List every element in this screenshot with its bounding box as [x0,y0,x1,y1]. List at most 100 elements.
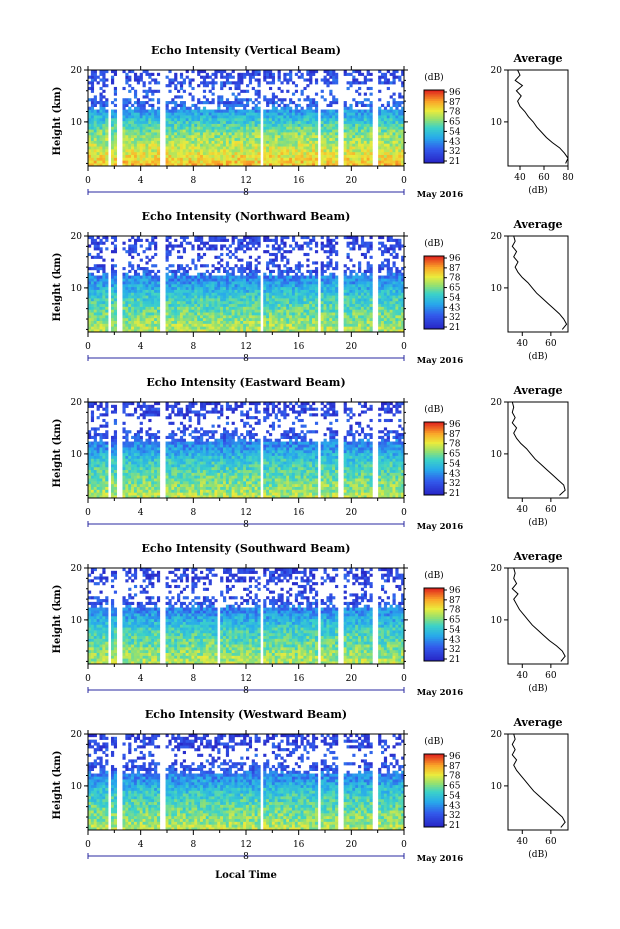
heatmap-cell [217,326,221,330]
heatmap-cell [343,323,347,327]
heatmap-cell [214,236,218,240]
heatmap-cell [128,238,132,242]
heatmap-cell [174,272,178,276]
heatmap-cell [225,101,230,105]
heatmap-cell [343,115,347,119]
heatmap-cell [363,98,367,102]
heatmap-cell [240,160,244,164]
heatmap-cell [142,278,146,282]
heatmap-cell [220,329,224,333]
heatmap-cell [223,244,227,248]
heatmap-cell [314,295,319,299]
heatmap-cell [96,132,100,136]
heatmap-cell [254,70,258,74]
heatmap-cell [151,112,155,116]
heatmap-cell [151,134,155,139]
heatmap-cell [145,163,149,167]
heatmap-cell [369,72,373,76]
heatmap-cell [251,75,255,79]
colorbar-segment [424,155,444,158]
heatmap-cell [194,123,198,127]
heatmap-cell [395,143,399,147]
heatmap-cell [306,317,310,321]
heatmap-cell [303,132,307,136]
heatmap-cell [343,157,347,161]
heatmap-cell [179,126,184,130]
heatmap-cell [88,244,92,248]
heatmap-cell [197,134,201,139]
heatmap-cell [217,140,221,144]
heatmap-cell [237,157,241,161]
heatmap-cell [165,272,169,276]
heatmap-cell [231,309,235,313]
heatmap-cell [314,151,319,155]
heatmap-cell [211,289,215,293]
heatmap-cell [231,123,235,127]
heatmap-cell [266,134,270,139]
heatmap-cell [148,149,152,153]
heatmap-cell [234,309,238,313]
heatmap-cell [225,317,230,321]
heatmap-cell [378,129,382,133]
heatmap-cell [280,143,284,147]
heatmap-cell [263,320,267,324]
heatmap-cell [271,300,276,305]
heatmap-cell [156,149,161,153]
heatmap-cell [197,160,201,164]
heatmap-cell [197,286,201,290]
heatmap-cell [378,89,382,93]
heatmap-cell [174,126,178,130]
heatmap-cell [251,272,255,276]
heatmap-cell [217,123,221,127]
heatmap-cell [223,70,227,74]
heatmap-cell [360,303,365,307]
heatmap-cell [283,115,287,119]
heatmap-cell [128,118,132,122]
heatmap-cell [349,151,353,155]
heatmap-cell [131,278,135,282]
heatmap-cell [306,70,310,74]
heatmap-cell [177,315,181,319]
heatmap-cell [329,300,333,305]
heatmap-cell [266,151,270,155]
heatmap-cell [277,72,281,76]
heatmap-cell [156,132,161,136]
heatmap-cell [257,78,261,82]
heatmap-cell [240,281,244,285]
heatmap-cell [243,238,247,242]
heatmap-cell [257,157,261,161]
heatmap-cell [352,289,356,293]
heatmap-cell [300,323,304,327]
heatmap-cell [280,312,284,316]
heatmap-cell [156,101,161,105]
heatmap-cell [105,289,109,293]
heatmap-cell [133,92,138,96]
heatmap-cell [185,315,189,319]
heatmap-cell [202,163,207,167]
heatmap-cell [280,281,284,285]
heatmap-cell [188,317,192,321]
heatmap-cell [182,286,186,290]
heatmap-cell [274,154,278,158]
heatmap-cell [177,281,181,285]
y-axis-label: Height (km) [52,87,63,156]
heatmap-cell [289,120,293,124]
heatmap-cell [378,109,382,113]
heatmap-cell [389,132,393,136]
heatmap-cell [99,163,103,167]
heatmap-cell [309,149,313,153]
heatmap-cell [88,109,92,113]
colorbar-segment [424,115,444,118]
heatmap-cell [88,160,92,164]
heatmap-cell [291,315,296,319]
heatmap-cell [105,236,109,240]
heatmap-cell [291,306,296,310]
heatmap-cell [329,241,333,245]
heatmap-cell [349,143,353,147]
heatmap-cell [312,275,316,279]
heatmap-cell [223,146,227,150]
heatmap-cell [136,98,141,102]
heatmap-cell [208,112,212,116]
heatmap-cell [268,75,273,79]
heatmap-cell [182,154,186,158]
